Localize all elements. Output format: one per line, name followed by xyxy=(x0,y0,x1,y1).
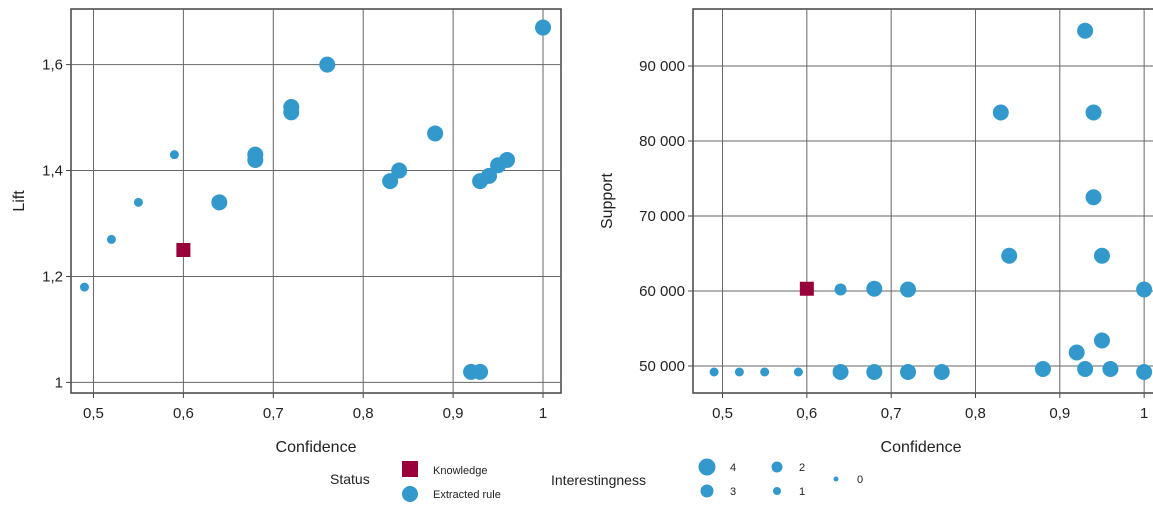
right-x-axis-label: Confidence xyxy=(881,439,962,456)
legend-status-title: Status xyxy=(330,471,370,487)
left-rule-point xyxy=(481,167,498,184)
left-x-tick-label: 1 xyxy=(539,405,547,422)
left-rule-point xyxy=(499,151,516,168)
left-y-tick-label: 1,4 xyxy=(42,163,63,180)
right-x-tick-label: 1 xyxy=(1140,405,1148,422)
right-y-tick-label: 70 000 xyxy=(639,208,685,225)
right-y-tick-label: 80 000 xyxy=(639,133,685,150)
legend-knowledge-marker xyxy=(402,461,418,477)
right-y-tick-label: 60 000 xyxy=(639,283,685,300)
right-y-tick-label: 50 000 xyxy=(639,358,685,375)
left-rule-point xyxy=(319,56,336,73)
right-x-tick-label: 0,5 xyxy=(712,405,733,422)
left-y-axis-label: Lift xyxy=(11,190,28,212)
right-rule-point xyxy=(1034,361,1051,377)
left-y-tick-label: 1 xyxy=(55,374,63,391)
legend-size-3-marker xyxy=(700,484,714,498)
right-rule-point xyxy=(793,367,803,377)
legend-extracted-rule-label: Extracted rule xyxy=(433,489,501,501)
legend-extracted-rule-marker xyxy=(402,486,418,502)
legend-size-4-label: 4 xyxy=(730,462,736,474)
left-rule-point xyxy=(472,363,489,380)
left-y-tick-label: 1,6 xyxy=(42,57,63,74)
legend-size-2-marker xyxy=(771,461,783,473)
right-x-tick-label: 0,8 xyxy=(965,405,986,422)
left-x-tick-label: 0,9 xyxy=(443,405,464,422)
left-rule-point xyxy=(382,173,399,190)
left-knowledge-point xyxy=(176,242,191,257)
left-rule-point xyxy=(283,104,300,121)
left-rule-point xyxy=(427,125,444,142)
legend-size-0-marker xyxy=(833,476,839,482)
legend-size-4-marker xyxy=(698,458,716,476)
left-x-tick-labels: 0,5 0,6 0,7 0,8 0,9 1 xyxy=(83,405,547,422)
left-x-tick-label: 0,7 xyxy=(263,405,284,422)
right-plot-area xyxy=(692,8,1153,394)
right-rule-point xyxy=(734,367,744,377)
legend-size-3-label: 3 xyxy=(730,486,736,498)
right-rule-point xyxy=(933,364,950,380)
right-rule-point xyxy=(1093,247,1110,264)
right-x-tick-label: 0,6 xyxy=(796,405,817,422)
left-rule-point xyxy=(247,151,264,168)
legend-interestingness-title: Interestingness xyxy=(551,472,646,488)
right-knowledge-point xyxy=(799,281,814,296)
left-rule-point xyxy=(391,162,408,179)
right-rule-point xyxy=(834,283,847,296)
left-y-tick-label: 1,2 xyxy=(42,268,63,285)
right-rule-point xyxy=(1077,22,1094,39)
right-rule-point xyxy=(866,280,883,297)
right-y-tick-label: 90 000 xyxy=(639,58,685,75)
right-rule-point xyxy=(900,364,917,380)
right-rule-point xyxy=(900,281,917,298)
left-rule-point xyxy=(106,234,116,244)
right-x-tick-labels: 0,5 0,6 0,7 0,8 0,9 1 xyxy=(712,405,1148,422)
legend-size-0-label: 0 xyxy=(857,474,863,486)
right-rule-point xyxy=(1136,364,1153,380)
right-grid xyxy=(688,9,1153,398)
support-vs-confidence-chart: 0,5 0,6 0,7 0,8 0,9 1 50 000 60 000 70 000 80 00… xyxy=(599,8,1153,456)
left-rule-point xyxy=(133,197,143,207)
lift-vs-confidence-chart: 0,5 0,6 0,7 0,8 0,9 1 1 1,2 1,4 1,6 Confidence L… xyxy=(11,8,562,456)
legend: Status Knowledge Extracted rule Interest… xyxy=(330,458,863,502)
legend-knowledge-label: Knowledge xyxy=(433,465,487,477)
right-rule-point xyxy=(709,367,719,377)
legend-size-2-label: 2 xyxy=(799,462,805,474)
left-data-points xyxy=(79,19,552,380)
left-rule-point xyxy=(169,150,179,160)
left-plot-area xyxy=(70,8,562,394)
right-rule-point xyxy=(1001,247,1018,264)
right-rule-point xyxy=(866,364,883,380)
right-y-tick-labels: 50 000 60 000 70 000 80 000 90 000 xyxy=(639,58,685,375)
left-y-tick-labels: 1 1,2 1,4 1,6 xyxy=(42,57,63,392)
legend-size-1-label: 1 xyxy=(799,486,805,498)
right-x-tick-label: 0,7 xyxy=(881,405,902,422)
right-rule-point xyxy=(832,364,849,380)
right-rule-point xyxy=(1102,361,1119,377)
right-rule-point xyxy=(1093,332,1110,349)
right-data-points xyxy=(709,22,1153,380)
legend-size-1-marker xyxy=(773,487,781,495)
left-x-tick-label: 0,6 xyxy=(173,405,194,422)
left-x-axis-label: Confidence xyxy=(276,439,357,456)
left-grid xyxy=(66,9,561,398)
right-rule-point xyxy=(1085,104,1102,121)
left-x-tick-label: 0,8 xyxy=(353,405,374,422)
right-x-tick-label: 0,9 xyxy=(1049,405,1070,422)
left-rule-point xyxy=(79,282,89,292)
right-rule-point xyxy=(1136,281,1153,298)
left-rule-point xyxy=(535,19,552,36)
right-rule-point xyxy=(1077,361,1094,377)
left-x-tick-label: 0,5 xyxy=(83,405,104,422)
right-rule-point xyxy=(1068,344,1085,361)
right-rule-point xyxy=(760,367,770,377)
left-rule-point xyxy=(211,194,228,211)
right-rule-point xyxy=(992,104,1009,121)
right-y-axis-label: Support xyxy=(599,172,616,229)
right-rule-point xyxy=(1085,189,1102,206)
